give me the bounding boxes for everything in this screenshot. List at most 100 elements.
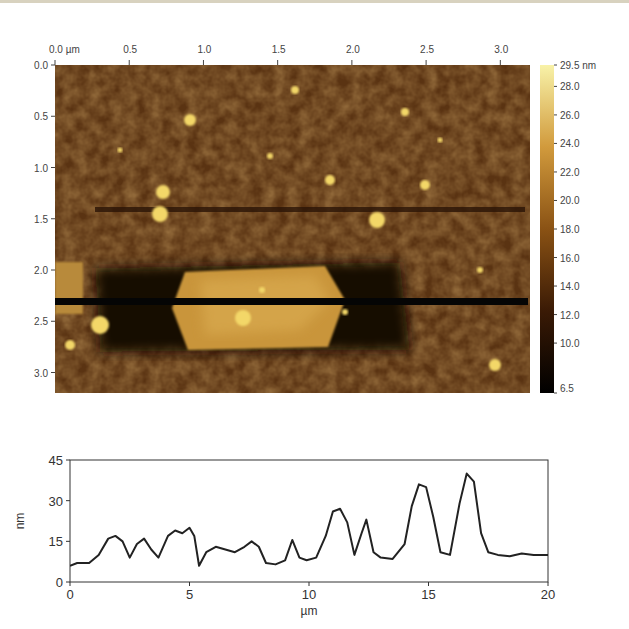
y-tick-label: 1.0 (34, 163, 48, 174)
y-tick-label: 3.0 (34, 368, 48, 379)
particle (91, 316, 109, 334)
x-tick (203, 60, 204, 65)
x-tick-label: 10 (302, 587, 316, 602)
plot-frame (70, 460, 548, 582)
plot-area (70, 474, 548, 566)
particle (325, 175, 335, 185)
particle (152, 206, 168, 222)
figure: 0.0 µm0.51.01.52.02.53.00.00.51.01.52.02… (0, 0, 629, 629)
x-tick-label: 1.5 (272, 44, 286, 55)
y-tick (51, 372, 55, 373)
x-tick-label: 2.0 (346, 44, 360, 55)
x-tick (70, 582, 71, 586)
x-tick-label: 1.0 (197, 44, 211, 55)
x-tick (351, 60, 352, 65)
y-tick (51, 218, 55, 219)
afm-image (55, 65, 530, 393)
colorbar-tick (554, 200, 557, 201)
x-tick-label: 0.0 µm (49, 44, 80, 55)
particle (118, 148, 123, 153)
y-tick (66, 460, 70, 461)
colorbar-axis: 29.5 nm28.026.024.022.020.018.016.014.01… (554, 60, 596, 394)
flake-highlight (200, 276, 330, 335)
x-tick-label: 0.5 (123, 44, 137, 55)
flake (172, 266, 345, 350)
particle (156, 185, 170, 199)
y-tick-label: 1.5 (34, 214, 48, 225)
x-axis-title: µm (301, 604, 318, 618)
colorbar-tick-label: 29.5 nm (560, 60, 596, 71)
particle (489, 359, 501, 371)
y-tick-label: 0.0 (34, 60, 48, 71)
x-tick (426, 60, 427, 65)
particle (477, 267, 483, 273)
x-tick (189, 582, 190, 586)
x-tick-label: 3.0 (494, 44, 508, 55)
x-tick (428, 582, 429, 586)
colorbar-tick (554, 143, 557, 144)
y-tick-label: 2.5 (34, 316, 48, 327)
x-tick-label: 20 (541, 587, 555, 602)
colorbar-tick (554, 393, 557, 394)
particle (184, 114, 196, 126)
edge-flake (55, 262, 83, 314)
y-tick-label: 45 (49, 453, 63, 468)
colorbar-tick-label: 16.0 (560, 253, 580, 264)
colorbar-tick (554, 65, 557, 66)
colorbar-tick-label: 6.5 (560, 383, 574, 394)
y-tick-label: 30 (49, 494, 63, 509)
colorbar-tick (554, 314, 557, 315)
x-tick-label: 5 (186, 587, 193, 602)
colorbar-tick (554, 229, 557, 230)
x-tick (548, 582, 549, 586)
colorbar-tick (554, 257, 557, 258)
particle (235, 310, 251, 326)
particle (438, 138, 443, 143)
x-tick (277, 60, 278, 65)
colorbar-tick-label: 20.0 (560, 195, 580, 206)
x-tick (309, 582, 310, 586)
colorbar-tick-label: 24.0 (560, 138, 580, 149)
colorbar-tick-label: 22.0 (560, 167, 580, 178)
x-tick (500, 60, 501, 65)
y-tick (66, 500, 70, 501)
y-tick-label: 2.0 (34, 265, 48, 276)
particle (369, 212, 385, 228)
particle (342, 309, 348, 315)
top-band (0, 0, 629, 3)
profile-line-marker (55, 298, 528, 305)
y-tick (51, 270, 55, 271)
x-tick-label: 15 (421, 587, 435, 602)
y-tick (51, 65, 55, 66)
particle (401, 108, 409, 116)
colorbar-tick-label: 18.0 (560, 224, 580, 235)
y-tick (51, 167, 55, 168)
dark-halo (95, 262, 410, 352)
colorbar-tick (554, 171, 557, 172)
x-tick-label: 2.5 (420, 44, 434, 55)
y-tick (51, 321, 55, 322)
y-tick (51, 116, 55, 117)
colorbar-tick (554, 114, 557, 115)
colorbar-tick (554, 343, 557, 344)
particle (420, 180, 430, 190)
y-tick-label: 15 (49, 534, 63, 549)
colorbar-tick (554, 86, 557, 87)
colorbar-tick-label: 10.0 (560, 338, 580, 349)
x-tick (129, 60, 130, 65)
particle (291, 86, 299, 94)
colorbar (540, 65, 554, 393)
colorbar-tick-label: 12.0 (560, 310, 580, 321)
y-axis-title: nm (13, 513, 27, 530)
particle (65, 340, 75, 350)
colorbar-tick-label: 14.0 (560, 281, 580, 292)
y-tick (66, 541, 70, 542)
colorbar-tick-label: 28.0 (560, 81, 580, 92)
image-texture (55, 65, 530, 393)
particle (267, 153, 273, 159)
x-tick (55, 60, 56, 65)
image-ground (55, 65, 530, 393)
colorbar-tick (554, 286, 557, 287)
y-tick (66, 582, 70, 583)
x-tick-label: 0 (66, 587, 73, 602)
